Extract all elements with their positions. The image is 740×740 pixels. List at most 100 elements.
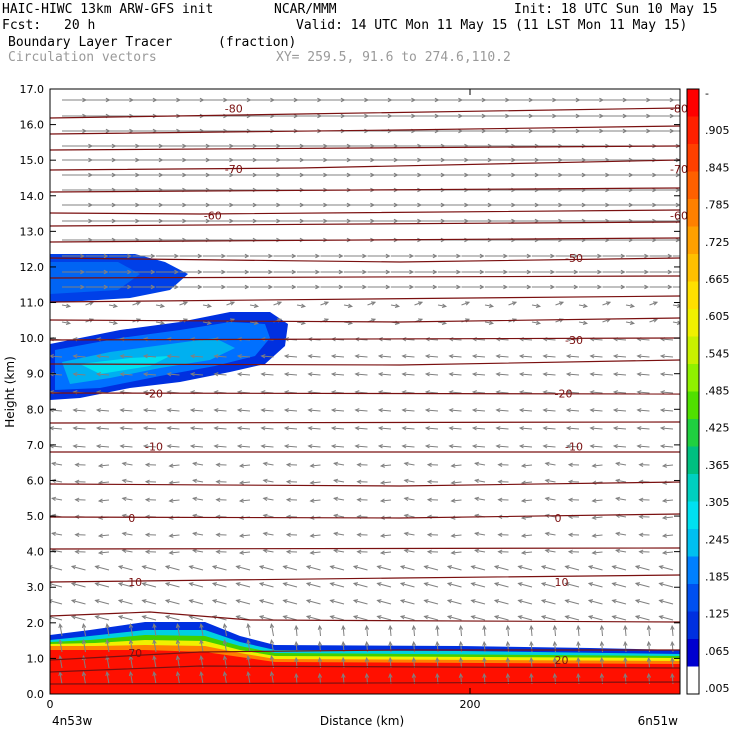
vector-arrowhead bbox=[611, 565, 617, 570]
vector-arrow bbox=[52, 532, 63, 536]
vector-arrowhead bbox=[121, 531, 127, 537]
vector-arrow bbox=[612, 582, 627, 588]
vector-arrow bbox=[236, 599, 251, 605]
vector-arrowhead bbox=[552, 640, 558, 646]
vector-arrowhead bbox=[544, 513, 550, 519]
vector-arrowhead bbox=[379, 463, 385, 468]
vector-arrowhead bbox=[285, 549, 291, 554]
vector-arrowhead bbox=[105, 639, 110, 645]
vector-arrow bbox=[578, 304, 587, 307]
vector-arrowhead bbox=[540, 599, 546, 604]
vector-arrowhead bbox=[670, 640, 675, 646]
vector-arrow bbox=[661, 409, 674, 412]
vector-arrowhead bbox=[127, 253, 133, 259]
organization-label: NCAR/MMM bbox=[274, 2, 337, 17]
vector-arrowhead bbox=[432, 284, 438, 290]
vector-arrow bbox=[637, 427, 650, 430]
vector-arrowhead bbox=[65, 303, 72, 308]
vector-arrowhead bbox=[582, 303, 589, 308]
vector-arrow bbox=[330, 565, 345, 571]
vector-arrowhead bbox=[517, 582, 523, 587]
vector-arrowhead bbox=[636, 390, 642, 395]
vector-arrowhead bbox=[315, 284, 321, 290]
vector-arrow bbox=[624, 657, 627, 669]
vector-arrow bbox=[404, 497, 415, 501]
vector-arrowhead bbox=[236, 408, 242, 413]
vector-arrowhead bbox=[620, 253, 626, 259]
vector-arrowhead bbox=[658, 599, 664, 604]
vector-arrow bbox=[381, 499, 392, 502]
vector-arrowhead bbox=[128, 671, 134, 677]
vector-arrow bbox=[295, 625, 298, 637]
vector-arrowhead bbox=[474, 548, 480, 554]
vector-arrow bbox=[449, 427, 462, 430]
vector-arrowhead bbox=[166, 408, 172, 413]
vector-arrowhead bbox=[317, 640, 323, 646]
vector-arrow bbox=[377, 599, 392, 605]
vector-arrowhead bbox=[330, 372, 336, 377]
vector-arrowhead bbox=[423, 582, 429, 587]
vector-arrowhead bbox=[236, 426, 242, 431]
vector-arrowhead bbox=[495, 372, 501, 377]
colorbar-swatch bbox=[687, 254, 699, 282]
vector-arrow bbox=[353, 615, 368, 621]
vector-arrowhead bbox=[105, 655, 110, 661]
vector-arrow bbox=[592, 499, 603, 502]
contour-line bbox=[50, 237, 680, 243]
vector-arrowhead bbox=[479, 284, 485, 290]
vector-arrowhead bbox=[168, 498, 174, 503]
vector-arrowhead bbox=[424, 426, 430, 431]
vector-arrow bbox=[142, 582, 157, 588]
vector-arrow bbox=[381, 534, 392, 537]
vector-arrowhead bbox=[599, 656, 605, 662]
plot-frame bbox=[49, 88, 681, 695]
vector-arrowhead bbox=[305, 599, 311, 604]
vector-arrow bbox=[120, 445, 133, 448]
vector-arrow bbox=[379, 427, 392, 430]
vector-arrowhead bbox=[667, 253, 673, 259]
vector-arrow bbox=[377, 582, 392, 588]
vector-arrow bbox=[449, 409, 462, 412]
vector-arrowhead bbox=[142, 337, 148, 342]
vector-arrowhead bbox=[529, 624, 534, 630]
vector-arrow bbox=[169, 481, 180, 484]
vector-arrowhead bbox=[166, 426, 172, 431]
vector-arrowhead bbox=[246, 639, 251, 645]
vector-arrow bbox=[71, 615, 86, 621]
vector-arrowhead bbox=[347, 303, 354, 308]
vector-arrow bbox=[449, 445, 462, 448]
vector-arrow bbox=[99, 499, 110, 502]
vector-field-name: Circulation vectors bbox=[8, 50, 157, 65]
vector-arrow bbox=[259, 565, 274, 571]
vector-arrowhead bbox=[520, 550, 526, 555]
vector-arrowhead bbox=[141, 615, 147, 620]
vector-arrow bbox=[659, 599, 674, 605]
vector-arrowhead bbox=[511, 301, 518, 306]
vector-arrow bbox=[426, 409, 439, 412]
vector-arrowhead bbox=[591, 498, 597, 503]
vector-arrowhead bbox=[215, 479, 221, 484]
vector-arrow bbox=[169, 499, 180, 502]
vector-arrow bbox=[381, 464, 392, 467]
x-axis: 0 200 bbox=[47, 89, 481, 711]
vector-arrow bbox=[637, 445, 650, 448]
vector-arrowhead bbox=[253, 303, 260, 308]
contour-line bbox=[50, 221, 680, 227]
vector-arrowhead bbox=[74, 549, 80, 554]
vector-arrowhead bbox=[474, 478, 480, 484]
x-tick-label: 200 bbox=[460, 698, 481, 711]
vector-arrow bbox=[592, 516, 603, 519]
vector-arrowhead bbox=[497, 549, 503, 554]
vector-arrow bbox=[129, 672, 133, 685]
vector-arrow bbox=[520, 445, 533, 448]
colorbar-label: .185 bbox=[705, 570, 730, 583]
y-tick-label: 16.0 bbox=[20, 119, 45, 132]
colorbar-swatch bbox=[687, 89, 699, 117]
vector-arrowhead bbox=[526, 269, 532, 275]
vector-arrow bbox=[614, 427, 627, 430]
vector-arrowhead bbox=[97, 533, 103, 538]
vector-arrowhead bbox=[244, 284, 250, 290]
vector-arrowhead bbox=[450, 550, 456, 555]
vector-arrow bbox=[310, 481, 321, 484]
vector-arrowhead bbox=[121, 478, 127, 484]
